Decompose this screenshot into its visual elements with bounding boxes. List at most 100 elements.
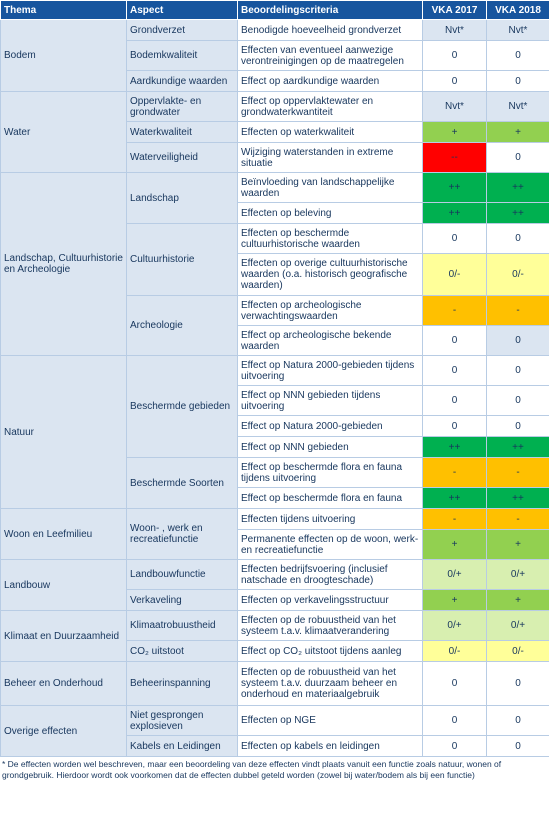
value-2017-cell: 0 [422,735,487,757]
table-row: Archeologie Effecten op archeologische v… [1,295,549,356]
criterium-cell: Effecten van eventueel aanwezige verontr… [237,40,423,71]
criterium-cell: Effect op NNN gebieden [237,436,423,458]
value-2018-cell: 0/- [486,640,549,662]
criterium-cell: Effect op beschermde flora en fauna [237,487,423,509]
table-row: CO₂ uitstoot Effect op CO₂ uitstoot tijd… [1,640,549,662]
criterium-cell: Effecten bedrijfsvoering (inclusief nats… [237,559,423,590]
value-2017-cell: ++ [422,436,487,458]
theme-cell: Bodem [0,19,127,92]
aspect-cell: Kabels en Leidingen [126,735,238,757]
header-row: Thema Aspect Beoordelingscriteria VKA 20… [0,0,549,20]
value-2018-cell: 0/- [486,253,549,296]
table-row: Effect op Natura 2000-gebieden 0 0 [1,415,549,437]
value-2017-cell: 0 [422,705,487,736]
criterium-cell: Beïnvloeding van landschappelijke waarde… [237,172,423,203]
value-2017-cell: 0 [422,325,487,356]
value-2017-cell: 0 [422,661,487,706]
table-row: Water Oppervlakte- en grondwater Effect … [0,91,549,173]
value-2017-cell: 0 [422,70,487,92]
table-row: Landschap, Cultuurhistorie en Archeologi… [0,172,549,356]
table-row: Verkaveling Effecten op verkavelingsstru… [1,589,549,611]
value-2018-cell: 0 [486,70,549,92]
value-2017-cell: 0/+ [422,610,487,641]
value-2018-cell: ++ [486,487,549,509]
criterium-cell: Effecten op beschermde cultuurhistorisch… [237,223,423,254]
aspect-cell: Beschermde Soorten [126,457,238,509]
header-criteria: Beoordelingscriteria [237,0,423,20]
aspect-cell: Oppervlakte- en grondwater [126,91,238,122]
table-row: Effect op NNN gebieden ++ ++ [1,436,549,458]
criterium-cell: Effect op NNN gebieden tijdens uitvoerin… [237,385,423,416]
value-2018-cell: - [486,508,549,530]
value-2017-cell: Nvt* [422,91,487,122]
table-row: Permanente effecten op de woon, werk- en… [1,529,549,560]
aspect-cell: Cultuurhistorie [126,223,238,296]
criterium-cell: Effecten op overige cultuurhistorische w… [237,253,423,296]
header-vka-2018: VKA 2018 [486,0,549,20]
value-2018-cell: 0 [486,325,549,356]
table-row: Waterveiligheid Wijziging waterstanden i… [1,142,549,173]
aspect-cell: Klimaatrobuustheid [126,610,238,641]
value-2017-cell: 0 [422,355,487,386]
value-2018-cell: + [486,121,549,143]
value-2017-cell: 0/- [422,640,487,662]
value-2017-cell: Nvt* [422,19,487,41]
criterium-cell: Effect op aardkundige waarden [237,70,423,92]
value-2018-cell: 0/+ [486,559,549,590]
table-row: Klimaat en Duurzaamheid Klimaatrobuusthe… [0,610,549,662]
theme-cell: Beheer en Onderhoud [0,661,127,706]
value-2017-cell: -- [422,142,487,173]
criterium-cell: Effecten op kabels en leidingen [237,735,423,757]
value-2017-cell: - [422,295,487,326]
theme-cell: Landschap, Cultuurhistorie en Archeologi… [0,172,127,356]
aspect-cell: Landbouwfunctie [126,559,238,590]
value-2018-cell: ++ [486,436,549,458]
header-thema: Thema [0,0,127,20]
value-2017-cell: ++ [422,202,487,224]
value-2018-cell: 0/+ [486,610,549,641]
value-2017-cell: + [422,529,487,560]
table-row: Effect op beschermde flora en fauna ++ +… [1,487,549,509]
aspect-cell: Beschermde gebieden [126,355,238,458]
header-aspect: Aspect [126,0,238,20]
value-2017-cell: + [422,121,487,143]
table-row: Beheer en Onderhoud Beheerinspanning Eff… [0,661,549,706]
criterium-cell: Effect op oppervlaktewater en grondwater… [237,91,423,122]
value-2017-cell: - [422,508,487,530]
value-2017-cell: 0/+ [422,559,487,590]
criterium-cell: Effect op beschermde flora en fauna tijd… [237,457,423,488]
criterium-cell: Permanente effecten op de woon, werk- en… [237,529,423,560]
table-row: Landbouw Landbouwfunctie Effecten bedrij… [0,559,549,611]
value-2018-cell: Nvt* [486,19,549,41]
criterium-cell: Effect op Natura 2000-gebieden [237,415,423,437]
criterium-cell: Effecten op de robuustheid van het syste… [237,661,423,706]
aspect-cell: Grondverzet [126,19,238,41]
value-2017-cell: - [422,457,487,488]
aspect-cell: Woon- , werk en recreatiefunctie [126,508,238,560]
aspect-cell: Waterkwaliteit [126,121,238,143]
value-2017-cell: 0 [422,385,487,416]
table-row: Effect op NNN gebieden tijdens uitvoerin… [1,385,549,416]
table-row: Waterkwaliteit Effecten op waterkwalitei… [1,121,549,143]
value-2018-cell: 0 [486,735,549,757]
aspect-cell: Aardkundige waarden [126,70,238,92]
aspect-cell: Bodemkwaliteit [126,40,238,71]
criterium-cell: Effecten op NGE [237,705,423,736]
value-2017-cell: 0 [422,40,487,71]
footnote: * De effecten worden wel beschreven, maa… [2,759,502,780]
value-2017-cell: 0 [422,415,487,437]
value-2018-cell: ++ [486,172,549,203]
criterium-cell: Wijziging waterstanden in extreme situat… [237,142,423,173]
value-2018-cell: 0 [486,415,549,437]
aspect-cell: Waterveiligheid [126,142,238,173]
criterium-cell: Effecten op de robuustheid van het syste… [237,610,423,641]
value-2017-cell: ++ [422,172,487,203]
table-row: Effect op archeologische bekende waarden… [1,325,549,356]
table-row: Aardkundige waarden Effect op aardkundig… [1,70,549,92]
value-2018-cell: + [486,589,549,611]
theme-cell: Landbouw [0,559,127,611]
aspect-cell: Landschap [126,172,238,224]
aspect-cell: Archeologie [126,295,238,356]
criterium-cell: Benodigde hoeveelheid grondverzet [237,19,423,41]
value-2018-cell: Nvt* [486,91,549,122]
